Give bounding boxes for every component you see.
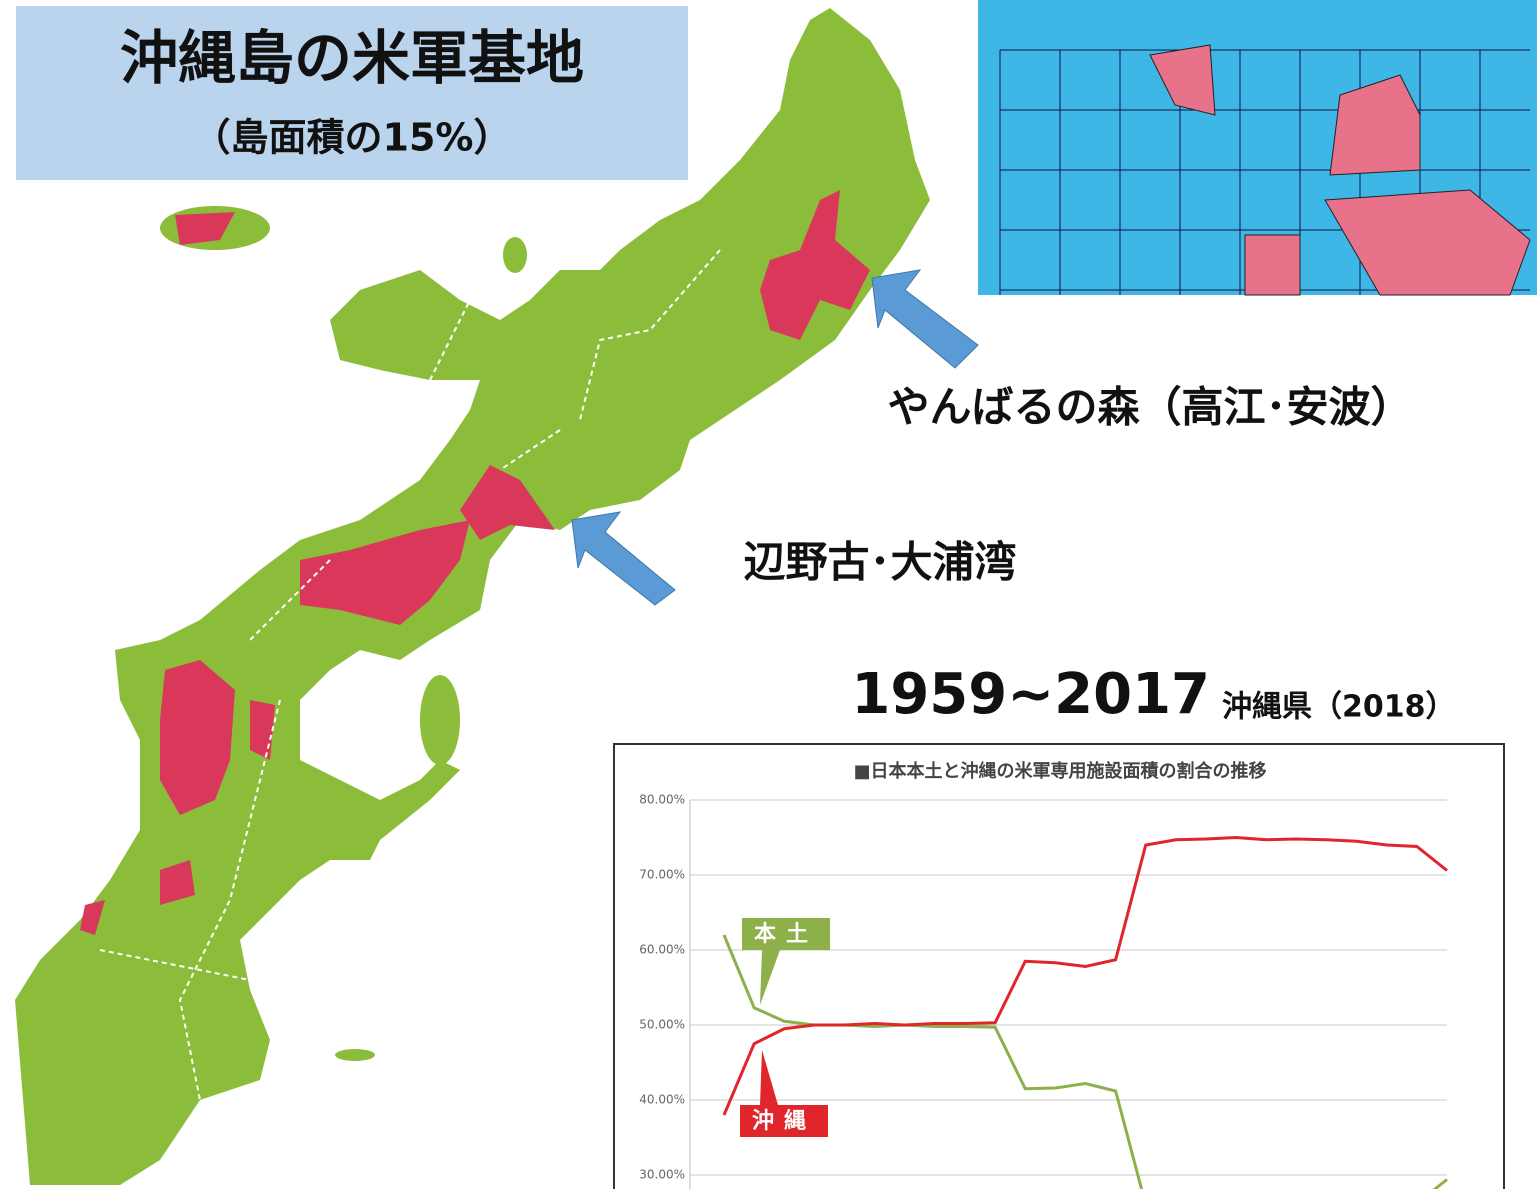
title: 沖縄島の米軍基地 xyxy=(120,24,584,92)
island xyxy=(503,237,527,273)
y-tick-label: 50.00% xyxy=(639,1018,685,1032)
annotation: やんばるの森（高江･安波） xyxy=(887,383,1412,432)
page: 沖縄島の米軍基地 （島面積の15%） やんばるの森（高江･安波） 辺野古･大浦湾… xyxy=(0,0,1537,1189)
chart-title: ■日本本土と沖縄の米軍専用施設面積の割合の推移 xyxy=(853,760,1266,782)
arrow xyxy=(872,270,978,368)
island xyxy=(420,675,460,765)
y-tick-label: 70.00% xyxy=(639,868,685,882)
annotation: 辺野古･大浦湾 xyxy=(743,538,1016,587)
chart-source: 沖縄県（2018） xyxy=(1222,690,1456,725)
legend-label: 沖縄 xyxy=(752,1109,816,1134)
chart-period: 1959~2017 xyxy=(851,662,1210,727)
y-tick-label: 60.00% xyxy=(639,943,685,957)
arrow xyxy=(572,512,675,605)
subtitle: （島面積の15%） xyxy=(193,116,512,160)
legend-label: 本土 xyxy=(754,922,818,947)
y-tick-label: 30.00% xyxy=(639,1168,685,1182)
y-tick-label: 80.00% xyxy=(639,793,685,807)
y-tick-label: 40.00% xyxy=(639,1093,685,1107)
island xyxy=(335,1049,375,1061)
inset-map xyxy=(978,0,1537,295)
inset-area xyxy=(1245,235,1300,295)
